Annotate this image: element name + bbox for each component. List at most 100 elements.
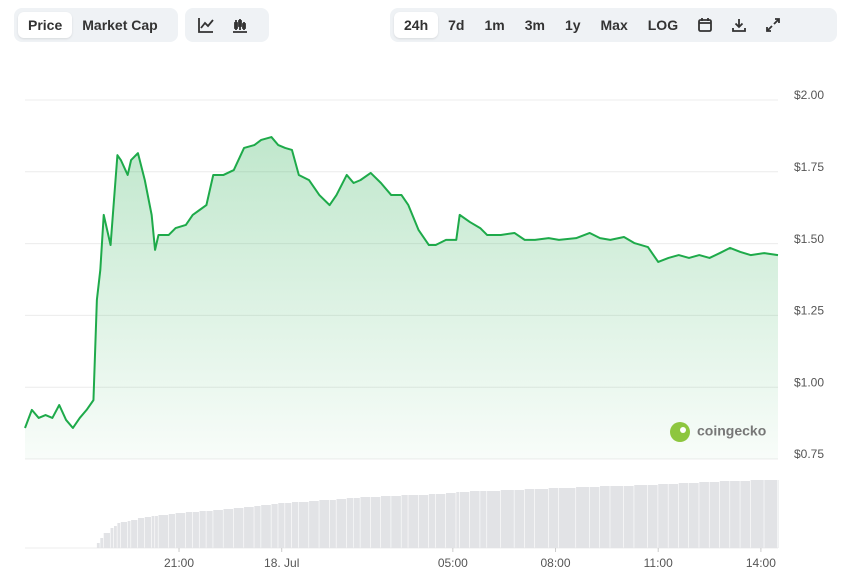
toolbar-button[interactable]: Market Cap bbox=[82, 17, 158, 33]
volume-bar bbox=[709, 482, 720, 548]
x-tick-label: 11:00 bbox=[644, 556, 673, 570]
toolbar-button[interactable]: Max bbox=[600, 17, 628, 33]
toolbar-button[interactable]: LOG bbox=[647, 17, 679, 33]
volume-bar bbox=[689, 483, 699, 548]
volume-bar bbox=[346, 498, 353, 548]
x-tick-label: 18. Jul bbox=[264, 556, 299, 570]
volume-bar bbox=[634, 485, 648, 548]
x-tick-label: 08:00 bbox=[541, 556, 571, 570]
volume-bar bbox=[244, 507, 254, 548]
volume-bar bbox=[298, 502, 309, 548]
volume-bar bbox=[113, 526, 117, 548]
volume-bar bbox=[600, 486, 610, 548]
volume-bar bbox=[175, 513, 186, 548]
toolbar-button[interactable]: 24h bbox=[394, 12, 439, 38]
watermark-logo-eye bbox=[680, 427, 686, 433]
volume-bar bbox=[223, 509, 234, 548]
download-button[interactable] bbox=[722, 12, 756, 38]
volume-bar bbox=[319, 500, 330, 548]
volume-bar bbox=[151, 516, 155, 548]
volume-bar bbox=[254, 506, 261, 548]
volume-bar bbox=[428, 494, 436, 548]
fullscreen-button[interactable] bbox=[756, 12, 790, 38]
volume-bar bbox=[100, 538, 104, 548]
volume-bar bbox=[459, 492, 470, 548]
volume-bar bbox=[117, 523, 121, 548]
volume-bar bbox=[719, 481, 730, 548]
toolbar-button[interactable]: 1m bbox=[484, 17, 505, 33]
volume-bar bbox=[96, 543, 100, 548]
y-tick-label: $1.75 bbox=[794, 160, 824, 174]
volume-bar bbox=[500, 490, 514, 548]
volume-bar bbox=[120, 522, 128, 548]
volume-bar bbox=[360, 497, 371, 548]
volume-bar bbox=[271, 504, 278, 548]
toolbar-button[interactable]: 7d bbox=[448, 17, 465, 33]
y-tick-label: $2.00 bbox=[794, 88, 824, 102]
volume-bar bbox=[185, 512, 193, 548]
volume-bar bbox=[647, 485, 658, 548]
volume-bar bbox=[408, 495, 419, 548]
volume-bar bbox=[668, 484, 679, 548]
watermark: coingecko bbox=[670, 422, 766, 442]
range-toggle: 24h 7d 1m 3m 1y Max LOG bbox=[390, 8, 837, 42]
volume-bar bbox=[750, 480, 764, 548]
volume-bar bbox=[206, 511, 213, 548]
volume-bar bbox=[401, 495, 408, 548]
y-tick-label: $1.00 bbox=[794, 375, 824, 389]
volume-bar bbox=[435, 494, 446, 548]
volume-bar bbox=[548, 488, 559, 548]
volume-bar bbox=[445, 493, 456, 548]
chart-style-toggle bbox=[185, 8, 269, 42]
volume-bar bbox=[456, 492, 460, 548]
toolbar-button[interactable]: 1y bbox=[564, 17, 581, 33]
candle-chart-button[interactable] bbox=[223, 12, 257, 38]
volume-bar bbox=[155, 516, 158, 548]
volume-bar bbox=[370, 497, 381, 548]
x-tick-label: 21:00 bbox=[164, 556, 194, 570]
y-tick-label: $0.75 bbox=[794, 447, 824, 461]
volume-bar bbox=[534, 489, 549, 548]
watermark-logo bbox=[670, 422, 690, 442]
volume-bar bbox=[137, 518, 145, 548]
volume-bar bbox=[110, 528, 114, 548]
price-area bbox=[25, 137, 778, 460]
volume-bar bbox=[278, 503, 285, 548]
volume-bar bbox=[610, 486, 624, 548]
volume-bar bbox=[158, 515, 169, 548]
volume-bar bbox=[740, 481, 751, 548]
volume-bar bbox=[658, 484, 668, 548]
volume-bar bbox=[391, 496, 401, 548]
volume-bar bbox=[353, 498, 360, 548]
volume-bar bbox=[199, 511, 206, 548]
volume-bar bbox=[699, 482, 709, 548]
volume-bar bbox=[213, 510, 223, 548]
line-chart-button[interactable] bbox=[189, 12, 223, 38]
toolbar-button[interactable]: Price bbox=[18, 12, 73, 38]
y-tick-label: $1.50 bbox=[794, 232, 824, 246]
y-tick-label: $1.25 bbox=[794, 304, 824, 318]
volume-bar bbox=[418, 495, 429, 548]
volume-bar bbox=[309, 501, 319, 548]
watermark-text: coingecko bbox=[697, 423, 766, 439]
volume-bar bbox=[764, 480, 778, 548]
volume-bar bbox=[233, 508, 244, 548]
volume-bar bbox=[131, 520, 138, 548]
volume-bar bbox=[589, 487, 600, 548]
volume-bar bbox=[514, 490, 525, 548]
volume-bar bbox=[678, 483, 689, 548]
volume-bar bbox=[480, 491, 487, 548]
calendar-button[interactable] bbox=[688, 12, 722, 38]
volume-bar bbox=[168, 514, 175, 548]
volume-bar bbox=[285, 503, 292, 548]
volume-bar bbox=[192, 512, 199, 548]
x-tick-label: 05:00 bbox=[438, 556, 468, 570]
toolbar-button[interactable]: 3m bbox=[524, 17, 545, 33]
volume-bar bbox=[291, 502, 299, 548]
volume-bar bbox=[487, 491, 501, 548]
volume-bar bbox=[623, 486, 634, 548]
volume-bar bbox=[730, 481, 740, 548]
volume-bar bbox=[103, 533, 110, 548]
